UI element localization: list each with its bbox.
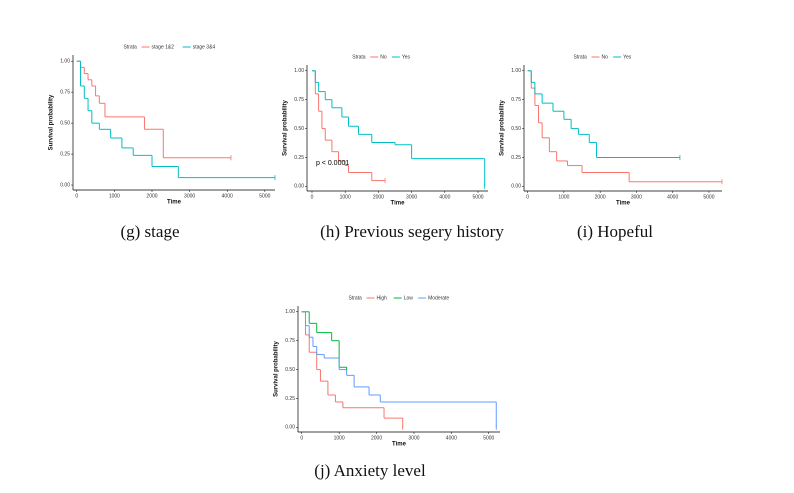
x-tick-label: 5000 (472, 194, 483, 200)
y-tick-label: 0.50 (511, 126, 521, 132)
x-tick-label: 3000 (408, 435, 419, 441)
x-tick-label: 4000 (667, 194, 678, 200)
y-tick-label: 1.00 (511, 68, 521, 74)
x-axis-label: Time (167, 200, 182, 206)
p-value: p < 0.0001 (316, 160, 349, 167)
y-tick-label: 0.25 (285, 396, 295, 402)
y-tick-label: 0.25 (511, 155, 521, 161)
y-tick-label: 1.00 (294, 68, 304, 74)
x-tick-label: 4000 (439, 194, 450, 200)
legend-title: Strata (352, 54, 366, 60)
y-axis-label: Survival probability (283, 99, 289, 155)
y-tick-label: 0.00 (285, 425, 295, 431)
x-tick-label: 3000 (631, 194, 642, 200)
y-tick-label: 0.25 (294, 155, 304, 161)
y-tick-label: 0.25 (60, 151, 70, 157)
x-tick-label: 2000 (371, 435, 382, 441)
legend-title: Strata (124, 44, 138, 50)
legend-label: High (377, 295, 388, 301)
y-tick-label: 1.00 (285, 309, 295, 315)
x-tick-label: 3000 (184, 193, 195, 199)
x-axis-label: Time (391, 201, 406, 207)
y-axis-label: Survival probability (49, 94, 55, 150)
legend-label: No (602, 54, 609, 60)
y-tick-label: 0.50 (294, 126, 304, 132)
x-axis-label: Time (616, 201, 631, 207)
y-tick-label: 0.50 (285, 367, 295, 373)
x-tick-label: 1000 (109, 193, 120, 199)
x-tick-label: 2000 (595, 194, 606, 200)
x-tick-label: 0 (311, 194, 314, 200)
x-tick-label: 2000 (373, 194, 384, 200)
y-tick-label: 0.00 (60, 182, 70, 188)
caption: (j) Anxiety level (314, 461, 426, 480)
y-axis-label: Survival probability (500, 99, 506, 155)
x-tick-label: 0 (300, 435, 303, 441)
y-tick-label: 0.00 (511, 184, 521, 190)
legend-label: No (380, 54, 387, 60)
y-tick-label: 0.75 (294, 97, 304, 103)
x-tick-label: 0 (75, 193, 78, 199)
x-tick-label: 5000 (703, 194, 714, 200)
y-tick-label: 0.75 (60, 89, 70, 95)
caption: (i) Hopeful (577, 222, 653, 241)
x-tick-label: 3000 (406, 194, 417, 200)
x-tick-label: 5000 (259, 193, 270, 199)
legend-label: stage 1&2 (152, 44, 175, 50)
x-axis-label: Time (392, 442, 407, 448)
legend-label: Yes (623, 54, 632, 60)
caption: (h) Previous segery history (320, 222, 504, 241)
legend-title: Strata (574, 54, 588, 60)
legend-label: Low (404, 295, 414, 301)
y-tick-label: 0.50 (60, 120, 70, 126)
y-tick-label: 0.75 (511, 97, 521, 103)
x-tick-label: 4000 (222, 193, 233, 199)
x-tick-label: 1000 (340, 194, 351, 200)
legend-label: stage 3&4 (193, 44, 216, 50)
y-tick-label: 1.00 (60, 59, 70, 65)
x-tick-label: 4000 (446, 435, 457, 441)
x-tick-label: 5000 (483, 435, 494, 441)
caption: (g) stage (120, 222, 179, 241)
y-tick-label: 0.75 (285, 338, 295, 344)
legend-title: Strata (349, 295, 363, 301)
legend-label: Moderate (428, 295, 449, 301)
x-tick-label: 0 (526, 194, 529, 200)
x-tick-label: 1000 (558, 194, 569, 200)
x-tick-label: 1000 (334, 435, 345, 441)
y-axis-label: Survival probability (274, 340, 280, 396)
x-tick-label: 2000 (146, 193, 157, 199)
legend-label: Yes (402, 54, 411, 60)
y-tick-label: 0.00 (294, 184, 304, 190)
